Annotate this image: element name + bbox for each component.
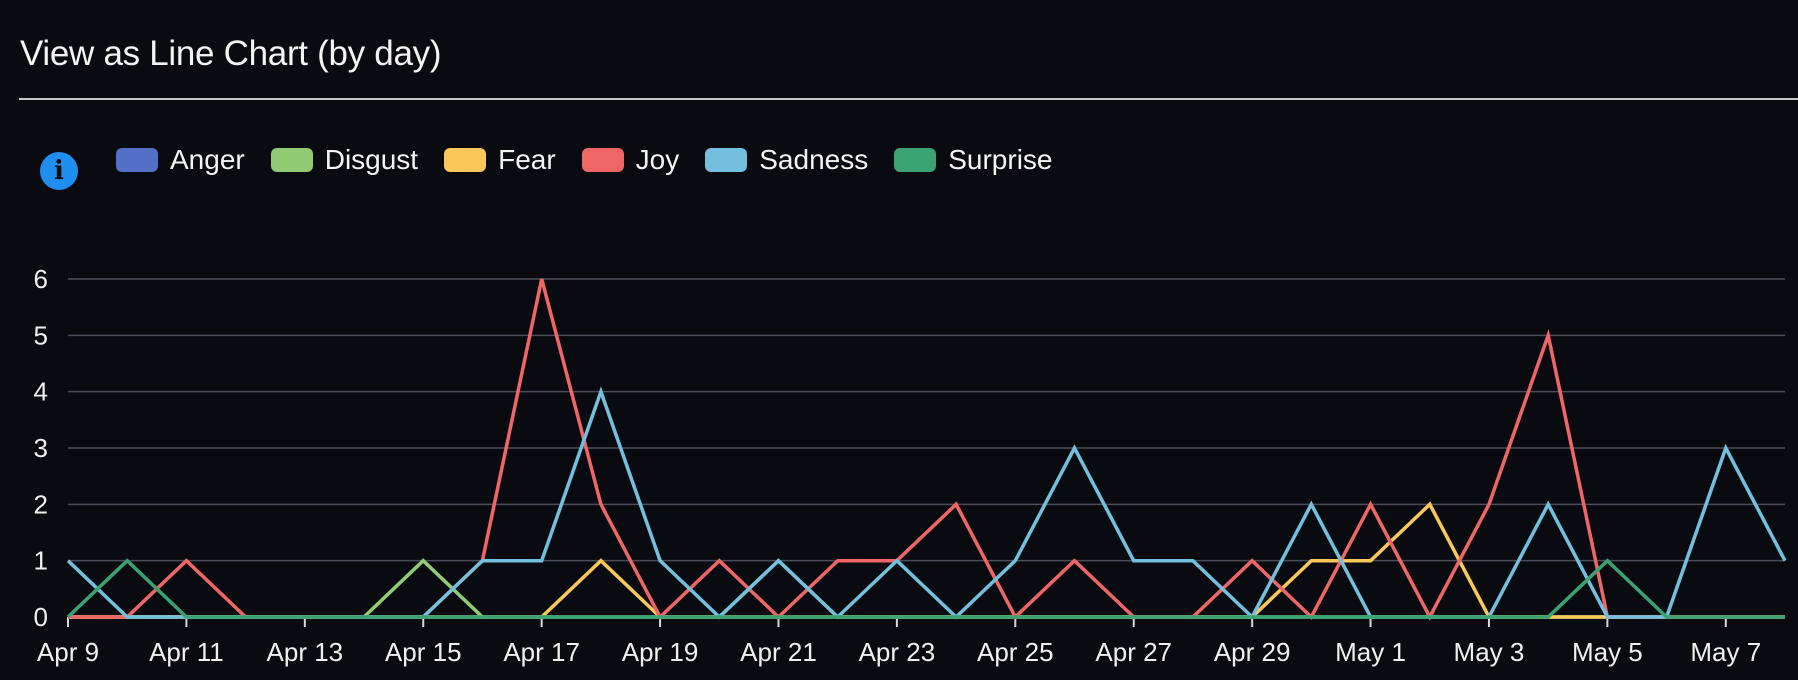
legend-swatch	[270, 148, 313, 172]
legend-label: Joy	[635, 144, 680, 175]
chart-title: View as Line Chart (by day)	[20, 34, 442, 73]
x-tick-label: Apr 29	[1214, 637, 1291, 667]
legend-swatch	[581, 148, 624, 172]
x-tick-label: May 3	[1454, 637, 1525, 667]
y-tick-label: 5	[34, 320, 48, 350]
x-tick-label: Apr 15	[385, 637, 462, 667]
info-icon[interactable]: i	[40, 152, 78, 190]
legend-item-disgust[interactable]: Disgust	[270, 144, 419, 176]
y-tick-label: 6	[34, 264, 48, 294]
legend-label: Anger	[170, 144, 245, 175]
y-tick-label: 2	[34, 489, 48, 519]
legend-item-sadness[interactable]: Sadness	[705, 144, 868, 176]
title-divider	[19, 98, 1798, 100]
x-tick-label: Apr 27	[1095, 637, 1172, 667]
x-tick-label: Apr 25	[977, 637, 1054, 667]
y-tick-label: 0	[34, 602, 48, 632]
x-tick-label: Apr 23	[859, 637, 936, 667]
legend-label: Sadness	[759, 144, 869, 175]
x-tick-label: Apr 17	[503, 637, 580, 667]
x-tick-label: Apr 19	[622, 637, 699, 667]
x-tick-label: Apr 9	[37, 637, 99, 667]
y-tick-label: 1	[34, 546, 48, 576]
legend-swatch	[705, 148, 748, 172]
x-tick-label: May 1	[1335, 637, 1406, 667]
legend-swatch	[116, 148, 158, 172]
y-tick-label: 4	[34, 377, 48, 407]
x-tick-label: May 7	[1690, 637, 1761, 667]
legend-item-joy[interactable]: Joy	[581, 144, 680, 176]
legend-swatch	[894, 148, 937, 172]
legend-item-surprise[interactable]: Surprise	[894, 144, 1052, 176]
legend-label: Surprise	[948, 144, 1053, 175]
legend-item-anger[interactable]: Anger	[116, 144, 245, 176]
legend-swatch	[444, 148, 487, 172]
legend-item-fear[interactable]: Fear	[444, 144, 556, 176]
legend-label: Fear	[498, 144, 556, 175]
x-tick-label: Apr 11	[149, 637, 224, 667]
y-tick-label: 3	[34, 433, 48, 463]
chart-legend: Anger Disgust Fear Joy Sadness Surprise	[116, 142, 1078, 178]
x-tick-label: Apr 21	[740, 637, 817, 667]
x-tick-label: Apr 13	[267, 637, 344, 667]
x-tick-label: May 5	[1572, 637, 1643, 667]
series-line-surprise[interactable]	[66, 558, 1785, 619]
legend-label: Disgust	[324, 144, 419, 175]
